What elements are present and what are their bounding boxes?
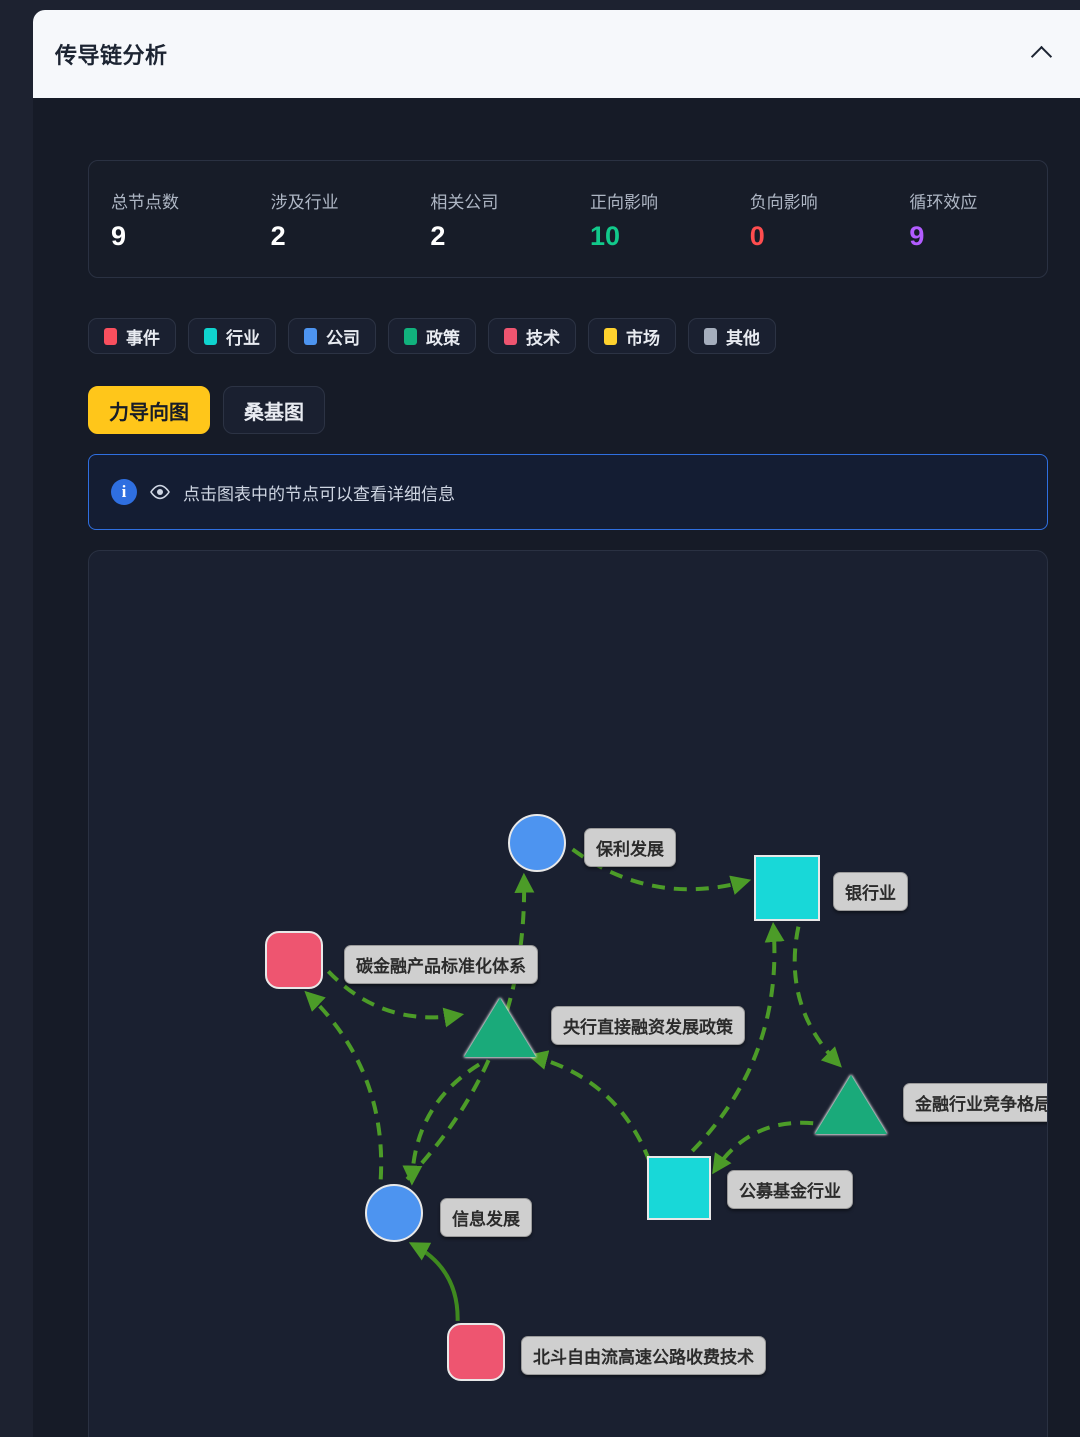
stat-item: 涉及行业 2 xyxy=(249,188,409,250)
legend-chip[interactable]: 市场 xyxy=(588,318,676,354)
stats-summary-card: 总节点数 9 涉及行业 2 相关公司 2 正向影响 10 负向影响 0 循环效应 9 xyxy=(88,160,1048,278)
legend-color-swatch-icon xyxy=(204,327,217,345)
view-mode-toggle-group: 力导向图 桑基图 xyxy=(88,386,325,434)
legend-label: 市场 xyxy=(626,328,660,348)
stat-value: 2 xyxy=(270,221,286,251)
graph-node[interactable] xyxy=(265,931,323,989)
stat-item: 总节点数 9 xyxy=(89,188,249,250)
graph-node-label[interactable]: 金融行业竞争格局 xyxy=(903,1083,1047,1122)
graph-node[interactable] xyxy=(365,1184,423,1242)
view-mode-button[interactable]: 力导向图 xyxy=(88,386,210,434)
node-type-legend: 事件 行业 公司 政策 技术 市场 其他 xyxy=(88,318,776,354)
stat-value: 10 xyxy=(590,221,621,251)
graph-node[interactable] xyxy=(464,998,536,1058)
graph-edge xyxy=(304,990,384,1180)
graph-edge xyxy=(402,1062,481,1186)
graph-node-label[interactable]: 银行业 xyxy=(833,872,908,911)
info-alert-text: 点击图表中的节点可以查看详细信息 xyxy=(183,484,455,504)
stat-label: 涉及行业 xyxy=(270,193,339,212)
graph-node[interactable] xyxy=(754,855,820,921)
graph-node-label[interactable]: 公募基金行业 xyxy=(727,1170,853,1209)
chevron-up-icon xyxy=(1030,45,1052,68)
legend-label: 事件 xyxy=(126,328,160,348)
stat-label: 循环效应 xyxy=(909,193,978,212)
page-title: 传导链分析 xyxy=(55,43,168,68)
info-alert: i 点击图表中的节点可以查看详细信息 xyxy=(88,454,1048,530)
legend-color-swatch-icon xyxy=(604,327,617,345)
graph-node-label[interactable]: 保利发展 xyxy=(584,828,676,867)
graph-edge xyxy=(792,926,842,1068)
legend-chip[interactable]: 事件 xyxy=(88,318,176,354)
legend-label: 技术 xyxy=(526,328,560,348)
stat-item: 正向影响 10 xyxy=(568,188,728,250)
stat-label: 负向影响 xyxy=(749,193,818,212)
graph-node[interactable] xyxy=(447,1323,505,1381)
legend-color-swatch-icon xyxy=(304,327,317,345)
legend-color-swatch-icon xyxy=(104,327,117,345)
legend-color-swatch-icon xyxy=(504,327,517,345)
legend-label: 政策 xyxy=(426,328,460,348)
force-graph-canvas[interactable]: 保利发展银行业碳金融产品标准化体系 央行直接融资发展政策金融行业竞争格局公募基金行… xyxy=(88,550,1048,1437)
graph-edge xyxy=(690,921,785,1153)
legend-label: 公司 xyxy=(326,328,360,348)
legend-label: 其他 xyxy=(726,328,760,348)
legend-chip[interactable]: 公司 xyxy=(288,318,376,354)
graph-node-label[interactable]: 央行直接融资发展政策 xyxy=(551,1006,745,1045)
legend-chip[interactable]: 其他 xyxy=(688,318,776,354)
panel-header: 传导链分析 xyxy=(33,10,1080,98)
stat-item: 相关公司 2 xyxy=(408,188,568,250)
collapse-toggle-button[interactable] xyxy=(1024,37,1058,71)
stat-item: 循环效应 9 xyxy=(887,188,1047,250)
graph-edge xyxy=(527,1050,652,1163)
stat-value: 0 xyxy=(749,221,765,251)
graph-edge xyxy=(326,969,465,1028)
panel-body: 总节点数 9 涉及行业 2 相关公司 2 正向影响 10 负向影响 0 循环效应 9 事件 行业 公司 政策… xyxy=(33,98,1080,1437)
graph-node-label[interactable]: 碳金融产品标准化体系 xyxy=(344,945,538,984)
graph-node[interactable] xyxy=(647,1156,711,1220)
graph-node[interactable] xyxy=(815,1075,887,1135)
stat-label: 总节点数 xyxy=(111,193,179,212)
stat-value: 2 xyxy=(430,221,446,251)
stat-label: 相关公司 xyxy=(430,193,499,212)
stat-value: 9 xyxy=(909,221,925,251)
legend-color-swatch-icon xyxy=(404,327,417,345)
eye-icon xyxy=(150,484,170,500)
graph-node-label[interactable]: 北斗自由流高速公路收费技术 xyxy=(521,1336,766,1375)
stat-label: 正向影响 xyxy=(590,193,659,212)
graph-edge xyxy=(712,1120,814,1175)
legend-color-swatch-icon xyxy=(704,327,717,345)
legend-chip[interactable]: 行业 xyxy=(188,318,276,354)
graph-node-label[interactable]: 信息发展 xyxy=(440,1198,532,1237)
graph-edge xyxy=(408,1242,460,1321)
legend-chip[interactable]: 技术 xyxy=(488,318,576,354)
legend-chip[interactable]: 政策 xyxy=(388,318,476,354)
graph-edges-layer xyxy=(304,847,842,1321)
legend-label: 行业 xyxy=(226,328,260,348)
info-circle-icon: i xyxy=(111,479,137,505)
view-mode-button[interactable]: 桑基图 xyxy=(223,386,325,434)
stat-item: 负向影响 0 xyxy=(728,188,888,250)
stat-value: 9 xyxy=(111,221,127,251)
graph-node[interactable] xyxy=(508,814,566,872)
